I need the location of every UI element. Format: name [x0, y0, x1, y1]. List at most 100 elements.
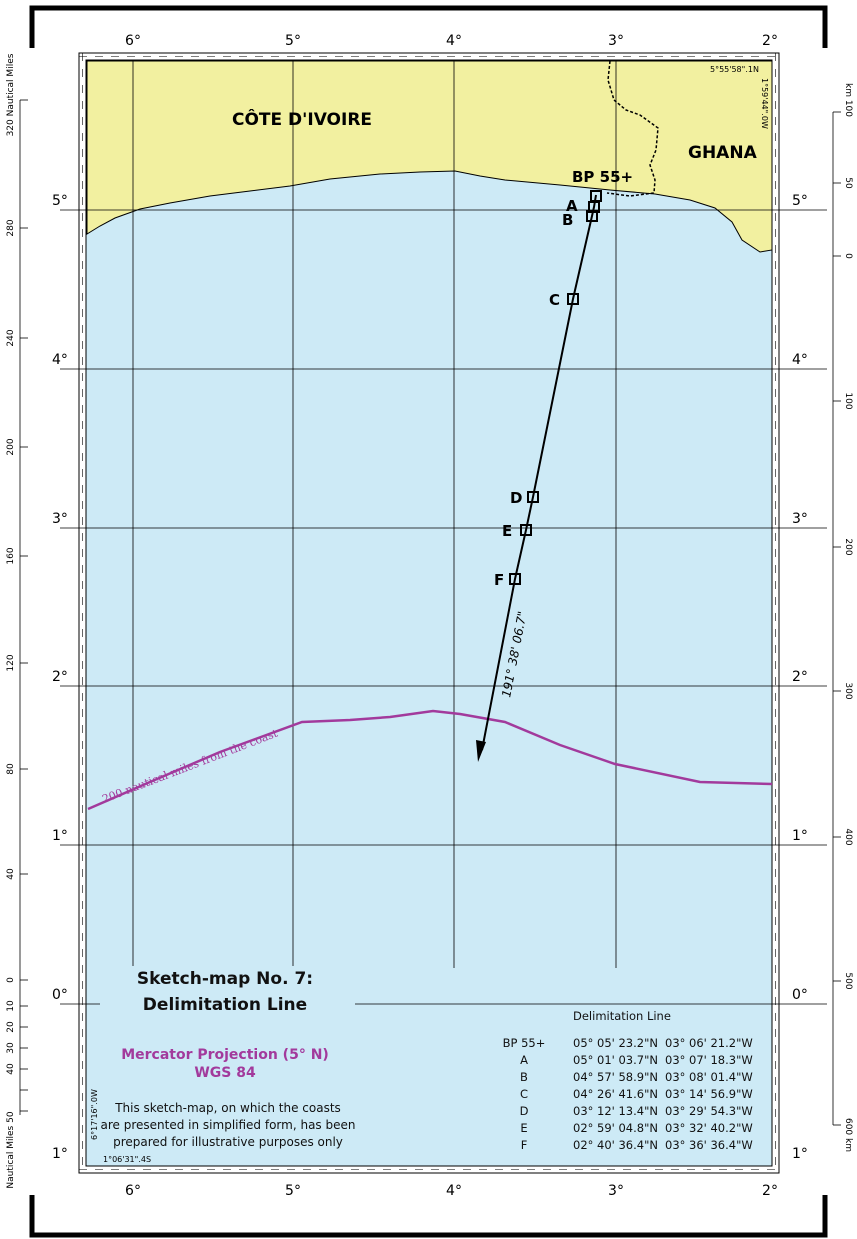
table-heading: Delimitation Line — [573, 1009, 671, 1023]
table-cell-lon: 03° 07' 18.3"W — [665, 1053, 753, 1067]
nm-scale-label: 40 — [6, 868, 16, 880]
corner-coord-right: 1°59'44".0W — [760, 78, 769, 129]
lon-label-top: 3° — [608, 33, 624, 49]
point-marker-f — [509, 573, 521, 585]
lon-label-top: 4° — [446, 33, 462, 49]
country-border — [606, 60, 659, 197]
nm-scale-label: 280 — [6, 219, 16, 236]
corner-coord-left: 6°17'16".0W — [90, 1089, 99, 1140]
lon-label-top: 5° — [285, 33, 301, 49]
km-scale-bar — [832, 111, 841, 1126]
lat-label-right: 3° — [792, 511, 808, 527]
lon-label-top: 2° — [762, 33, 778, 49]
projection-info: Mercator Projection (5° N) WGS 84 — [100, 1046, 350, 1082]
outer-frame — [29, 5, 828, 1238]
country-label-cote-divoire: CÔTE D'IVOIRE — [232, 108, 372, 130]
corner-coord-top: 5°55'58".1N — [710, 65, 759, 74]
table-cell-lat: 05° 05' 23.2"N — [573, 1036, 658, 1050]
map-title-line1: Sketch-map No. 7: — [136, 969, 314, 989]
km-scale-label: 100 — [843, 392, 853, 409]
table-cell-lat: 02° 40' 36.4"N — [573, 1138, 658, 1152]
table-cell-lat: 05° 01' 03.7"N — [573, 1053, 658, 1067]
nm-scale-label: 320 Nautical Miles — [6, 53, 16, 136]
lat-label-right: 1° — [792, 828, 808, 844]
point-label-a: A — [566, 197, 578, 215]
nm-scale-label: 10 — [6, 1000, 16, 1012]
table-cell-point: BP 55+ — [502, 1036, 546, 1050]
table-cell-point: A — [520, 1053, 528, 1067]
nm-scale-label: Nautical Miles 50 — [6, 1111, 16, 1188]
lat-label-right: 0° — [792, 987, 808, 1003]
land-area — [86, 60, 773, 253]
table-cell-lon: 03° 08' 01.4"W — [665, 1070, 753, 1084]
km-scale-label: 200 — [843, 538, 853, 555]
km-scale-label: 50 — [843, 177, 853, 189]
point-label-e: E — [502, 522, 512, 540]
disclaimer-note: This sketch-map, on which the coasts are… — [98, 1100, 358, 1151]
country-label-ghana: GHANA — [688, 143, 758, 163]
disclaimer-line3: prepared for illustrative purposes only — [113, 1135, 343, 1149]
point-marker-c — [567, 293, 579, 305]
nm-scale-label: 160 — [6, 547, 16, 564]
nm-scale-label: 80 — [6, 763, 16, 775]
lon-label-bottom: 5° — [285, 1183, 301, 1199]
lon-label-bottom: 3° — [608, 1183, 624, 1199]
disclaimer-line1: This sketch-map, on which the coasts — [115, 1101, 341, 1115]
km-scale-label: km 100 — [843, 83, 853, 117]
point-label-bp55: BP 55+ — [572, 168, 633, 186]
nm-scale-label: 240 — [6, 329, 16, 346]
point-label-d: D — [510, 489, 522, 507]
km-scale-label: 0 — [843, 253, 853, 259]
lat-label-left: 1° — [52, 1146, 68, 1162]
graticule — [60, 60, 827, 1005]
nm-scale-label: 20 — [6, 1021, 16, 1033]
lat-label-right: 4° — [792, 352, 808, 368]
lat-label-right: 5° — [792, 193, 808, 209]
table-cell-lon: 03° 32' 40.2"W — [665, 1121, 753, 1135]
lat-label-right: 1° — [792, 1146, 808, 1162]
table-cell-point: C — [519, 1087, 529, 1101]
nm-scale-label: 0 — [6, 977, 16, 983]
lat-label-left: 2° — [52, 669, 68, 685]
projection-line2: WGS 84 — [194, 1065, 256, 1081]
table-cell-point: F — [520, 1138, 528, 1152]
map-title: Sketch-map No. 7: Delimitation Line — [100, 966, 350, 1018]
point-marker-b — [586, 210, 598, 222]
lat-label-left: 3° — [52, 511, 68, 527]
200nm-limit-line — [87, 709, 773, 811]
projection-line1: Mercator Projection (5° N) — [121, 1047, 329, 1063]
delimitation-line — [476, 194, 597, 762]
km-scale-label: 600 km — [843, 1118, 853, 1152]
lat-label-left: 0° — [52, 987, 68, 1003]
table-cell-lat: 04° 26' 41.6"N — [573, 1087, 658, 1101]
map-title-line2: Delimitation Line — [142, 995, 308, 1015]
lon-label-bottom: 6° — [125, 1183, 141, 1199]
lat-label-left: 5° — [52, 193, 68, 209]
km-scale-label: 300 — [843, 682, 853, 699]
lat-label-left: 1° — [52, 828, 68, 844]
lon-label-bottom: 4° — [446, 1183, 462, 1199]
point-label-c: C — [549, 291, 560, 309]
nm-scale-label: 200 — [6, 438, 16, 455]
nm-scale-label: 30 — [6, 1042, 16, 1054]
disclaimer-line2: are presented in simplified form, has be… — [100, 1118, 356, 1132]
point-marker-d — [527, 491, 539, 503]
point-label-f: F — [494, 571, 504, 589]
frame-graduation — [79, 53, 779, 1173]
lat-label-right: 2° — [792, 669, 808, 685]
km-scale-label: 400 — [843, 828, 853, 845]
lon-label-bottom: 2° — [762, 1183, 778, 1199]
table-cell-lon: 03° 06' 21.2"W — [665, 1036, 753, 1050]
nm-scale-bar — [19, 99, 28, 1115]
table-cell-point: B — [520, 1070, 528, 1084]
corner-coord-bottom: 1°06'31".4S — [103, 1155, 151, 1164]
nm-scale-label: 120 — [6, 654, 16, 671]
nm-scale-label: 40 — [6, 1063, 16, 1075]
table-cell-point: E — [520, 1121, 528, 1135]
point-label-b: B — [562, 211, 573, 229]
arrow-head — [476, 740, 486, 762]
km-scale-label: 500 — [843, 972, 853, 989]
table-cell-lon: 03° 14' 56.9"W — [665, 1087, 753, 1101]
table-cell-point: D — [519, 1104, 529, 1118]
